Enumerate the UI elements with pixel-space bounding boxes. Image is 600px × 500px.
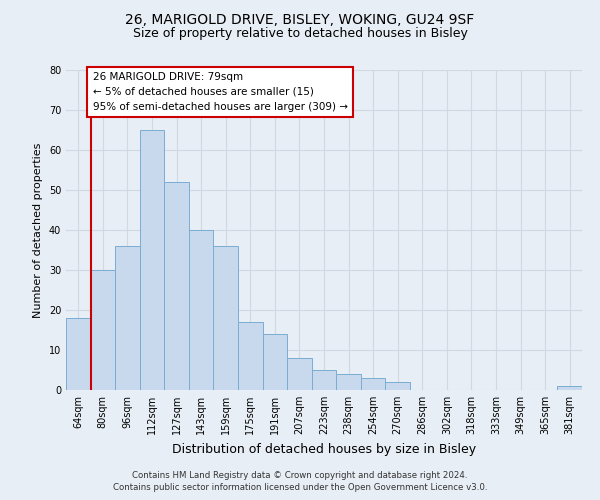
Bar (91, 270, 115, 390)
Bar (336, 374, 361, 390)
Y-axis label: Number of detached properties: Number of detached properties (33, 142, 43, 318)
Text: Size of property relative to detached houses in Bisley: Size of property relative to detached ho… (133, 28, 467, 40)
Text: 26, MARIGOLD DRIVE, BISLEY, WOKING, GU24 9SF: 26, MARIGOLD DRIVE, BISLEY, WOKING, GU24… (125, 12, 475, 26)
Text: Contains HM Land Registry data © Crown copyright and database right 2024.
Contai: Contains HM Land Registry data © Crown c… (113, 471, 487, 492)
X-axis label: Distribution of detached houses by size in Bisley: Distribution of detached houses by size … (172, 442, 476, 456)
Bar (312, 370, 336, 390)
Bar (238, 322, 263, 390)
Text: 26 MARIGOLD DRIVE: 79sqm
← 5% of detached houses are smaller (15)
95% of semi-de: 26 MARIGOLD DRIVE: 79sqm ← 5% of detache… (92, 72, 347, 112)
Bar (287, 358, 312, 390)
Bar (189, 230, 214, 390)
Bar (385, 382, 410, 390)
Bar (164, 182, 189, 390)
Bar (115, 246, 140, 390)
Bar (66, 318, 91, 390)
Bar (361, 378, 385, 390)
Bar (557, 386, 582, 390)
Bar (263, 334, 287, 390)
Bar (214, 246, 238, 390)
Bar (140, 130, 164, 390)
